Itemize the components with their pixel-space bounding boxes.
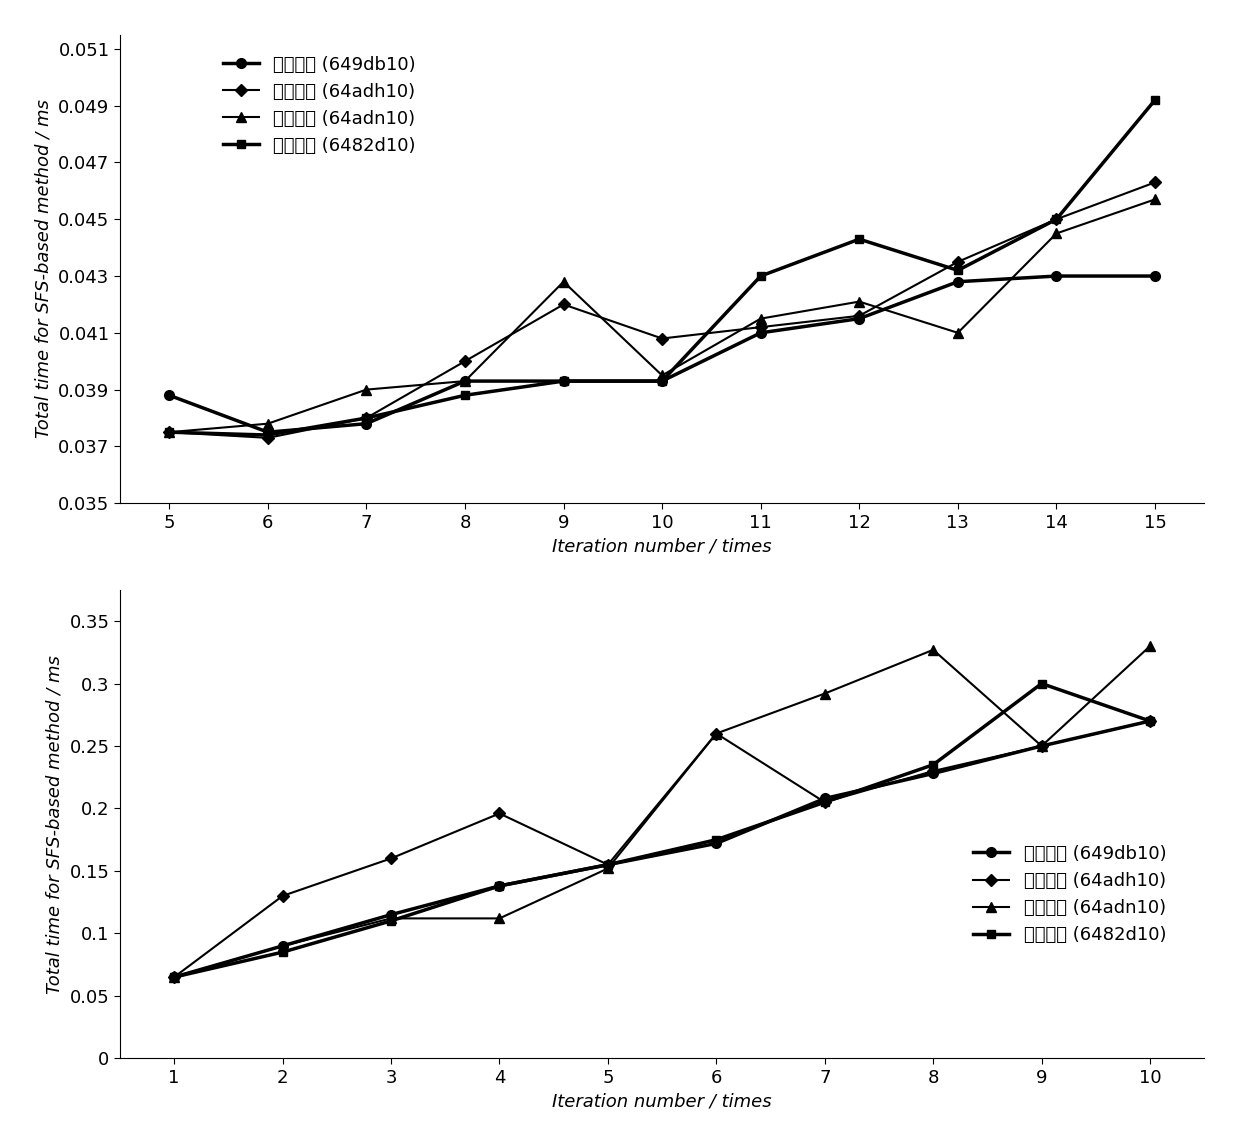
雨滴场景 (64adh10) [709, 727, 724, 741]
雨滴场景 (64adh10) [167, 970, 182, 984]
雨滴场景 (64adh10) [1049, 212, 1064, 226]
雨滴场景 (64adh10) [1142, 714, 1157, 728]
喷泉场景 (6482d10) [1142, 714, 1157, 728]
喷泉场景 (6482d10) [818, 796, 833, 810]
Line: 瀋布场景 (64adn10): 瀋布场景 (64adn10) [165, 195, 1160, 437]
波纹场景 (649db10) [1147, 269, 1162, 283]
波纹场景 (649db10) [167, 970, 182, 984]
喷泉场景 (6482d10) [852, 232, 867, 246]
瀋布场景 (64adn10) [852, 294, 867, 308]
波纹场景 (649db10) [275, 939, 290, 953]
Y-axis label: Total time for SFS-based method / ms: Total time for SFS-based method / ms [35, 100, 53, 439]
雨滴场景 (64adh10) [457, 354, 472, 368]
Line: 喷泉场景 (6482d10): 喷泉场景 (6482d10) [165, 96, 1160, 440]
瀋布场景 (64adn10) [753, 311, 768, 325]
雨滴场景 (64adh10) [601, 858, 616, 871]
雨滴场景 (64adh10) [950, 255, 965, 269]
Line: 波纹场景 (649db10): 波纹场景 (649db10) [165, 271, 1160, 437]
雨滴场景 (64adh10) [384, 852, 399, 866]
喷泉场景 (6482d10) [950, 263, 965, 277]
瀋布场景 (64adn10) [926, 643, 940, 657]
瀋布场景 (64adn10) [384, 911, 399, 925]
波纹场景 (649db10) [1035, 740, 1049, 753]
X-axis label: Iteration number / times: Iteration number / times [553, 537, 772, 555]
波纹场景 (649db10) [359, 417, 374, 431]
喷泉场景 (6482d10) [260, 428, 275, 442]
波纹场景 (649db10) [384, 908, 399, 922]
瀋布场景 (64adn10) [275, 939, 290, 953]
波纹场景 (649db10) [457, 374, 472, 388]
瀋布场景 (64adn10) [1049, 227, 1064, 240]
喷泉场景 (6482d10) [654, 374, 669, 388]
雨滴场景 (64adh10) [359, 411, 374, 425]
瀋布场景 (64adn10) [556, 275, 571, 289]
雨滴场景 (64adh10) [260, 431, 275, 444]
瀋布场景 (64adn10) [654, 369, 669, 382]
喷泉场景 (6482d10) [384, 914, 399, 927]
雨滴场景 (64adh10) [1035, 740, 1049, 753]
Line: 瀋布场景 (64adn10): 瀋布场景 (64adn10) [170, 641, 1155, 982]
波纹场景 (649db10) [709, 837, 724, 851]
喷泉场景 (6482d10) [1147, 93, 1162, 106]
喷泉场景 (6482d10) [457, 388, 472, 402]
波纹场景 (649db10) [753, 326, 768, 340]
X-axis label: Iteration number / times: Iteration number / times [553, 1092, 772, 1111]
喷泉场景 (6482d10) [601, 858, 616, 871]
瀋布场景 (64adn10) [457, 374, 472, 388]
Y-axis label: Total time for SFS-based method / ms: Total time for SFS-based method / ms [46, 655, 64, 994]
波纹场景 (649db10) [654, 374, 669, 388]
喷泉场景 (6482d10) [709, 832, 724, 846]
喷泉场景 (6482d10) [162, 425, 177, 439]
雨滴场景 (64adh10) [162, 425, 177, 439]
瀋布场景 (64adn10) [1142, 639, 1157, 653]
雨滴场景 (64adh10) [818, 796, 833, 810]
Legend: 波纹场景 (649db10), 雨滴场景 (64adh10), 瀋布场景 (64adn10), 喷泉场景 (6482d10): 波纹场景 (649db10), 雨滴场景 (64adh10), 瀋布场景 (64… [216, 48, 424, 161]
瀋布场景 (64adn10) [359, 382, 374, 396]
喷泉场景 (6482d10) [359, 411, 374, 425]
Line: 雨滴场景 (64adh10): 雨滴场景 (64adh10) [170, 717, 1155, 981]
波纹场景 (649db10) [818, 791, 833, 805]
喷泉场景 (6482d10) [753, 269, 768, 283]
波纹场景 (649db10) [852, 311, 867, 325]
波纹场景 (649db10) [926, 767, 940, 781]
波纹场景 (649db10) [492, 879, 507, 893]
瀋布场景 (64adn10) [167, 970, 182, 984]
瀋布场景 (64adn10) [1035, 740, 1049, 753]
波纹场景 (649db10) [1049, 269, 1064, 283]
波纹场景 (649db10) [950, 275, 965, 289]
瀋布场景 (64adn10) [260, 417, 275, 431]
Line: 雨滴场景 (64adh10): 雨滴场景 (64adh10) [165, 179, 1160, 442]
雨滴场景 (64adh10) [275, 889, 290, 902]
波纹场景 (649db10) [601, 858, 616, 871]
雨滴场景 (64adh10) [654, 332, 669, 346]
喷泉场景 (6482d10) [926, 758, 940, 772]
喷泉场景 (6482d10) [1049, 212, 1064, 226]
雨滴场景 (64adh10) [926, 764, 940, 777]
喷泉场景 (6482d10) [167, 970, 182, 984]
雨滴场景 (64adh10) [852, 309, 867, 323]
Line: 波纹场景 (649db10): 波纹场景 (649db10) [170, 716, 1155, 982]
喷泉场景 (6482d10) [492, 879, 507, 893]
瀋布场景 (64adn10) [162, 425, 177, 439]
雨滴场景 (64adh10) [753, 321, 768, 334]
喷泉场景 (6482d10) [556, 374, 571, 388]
雨滴场景 (64adh10) [556, 298, 571, 311]
波纹场景 (649db10) [260, 425, 275, 439]
Line: 喷泉场景 (6482d10): 喷泉场景 (6482d10) [170, 679, 1155, 981]
喷泉场景 (6482d10) [275, 946, 290, 960]
雨滴场景 (64adh10) [492, 806, 507, 820]
瀋布场景 (64adn10) [1147, 192, 1162, 206]
瀋布场景 (64adn10) [601, 861, 616, 875]
瀋布场景 (64adn10) [709, 727, 724, 741]
喷泉场景 (6482d10) [1035, 677, 1049, 690]
波纹场景 (649db10) [162, 388, 177, 402]
瀋布场景 (64adn10) [818, 687, 833, 701]
雨滴场景 (64adh10) [1147, 175, 1162, 189]
Legend: 波纹场景 (649db10), 雨滴场景 (64adh10), 瀋布场景 (64adn10), 喷泉场景 (6482d10): 波纹场景 (649db10), 雨滴场景 (64adh10), 瀋布场景 (64… [966, 838, 1173, 951]
瀋布场景 (64adn10) [950, 326, 965, 340]
瀋布场景 (64adn10) [492, 911, 507, 925]
波纹场景 (649db10) [556, 374, 571, 388]
波纹场景 (649db10) [1142, 714, 1157, 728]
